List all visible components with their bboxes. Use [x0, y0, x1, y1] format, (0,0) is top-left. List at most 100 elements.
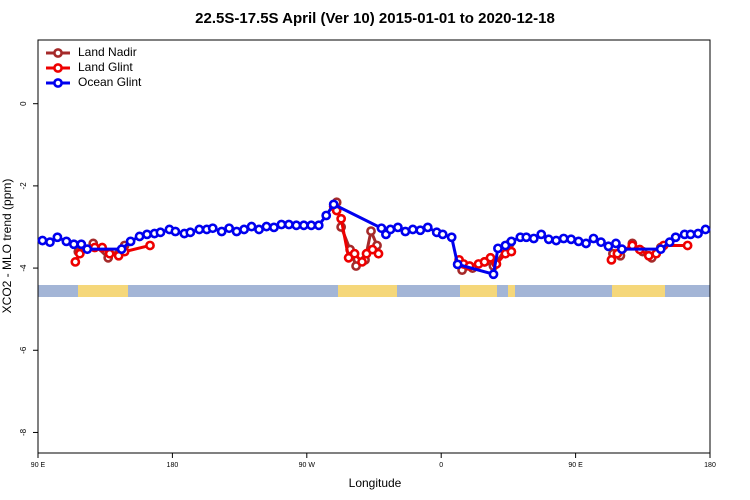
- legend-marker: [53, 78, 63, 88]
- data-point: [82, 244, 93, 255]
- data-point: [606, 254, 617, 265]
- data-point: [551, 235, 562, 246]
- data-point: [142, 229, 152, 240]
- data-point: [185, 227, 196, 238]
- data-point: [357, 257, 367, 267]
- data-point: [446, 232, 457, 243]
- data-point: [254, 224, 264, 235]
- data-point: [298, 220, 309, 231]
- data-point: [366, 226, 376, 236]
- land-strip: [78, 285, 128, 297]
- data-point: [328, 199, 339, 210]
- data-point: [336, 213, 347, 224]
- data-point: [400, 226, 411, 237]
- y-tick-label: -4: [19, 264, 28, 272]
- land-strip: [338, 285, 397, 297]
- data-point: [485, 252, 496, 263]
- x-tick-label: 180: [704, 462, 716, 469]
- data-point: [693, 228, 703, 239]
- legend-label: Ocean Glint: [78, 75, 142, 89]
- data-point: [116, 244, 127, 255]
- data-point: [521, 232, 532, 243]
- data-point: [616, 244, 627, 255]
- data-point: [664, 237, 675, 248]
- data-point: [611, 238, 621, 249]
- data-point: [321, 210, 332, 221]
- data-point: [488, 269, 499, 280]
- data-point: [134, 231, 145, 242]
- data-point: [74, 248, 85, 259]
- data-point: [45, 237, 55, 248]
- data-point: [506, 236, 517, 247]
- data-point: [68, 239, 79, 250]
- data-point: [231, 226, 242, 237]
- data-point: [415, 225, 426, 236]
- legend-marker: [53, 48, 63, 58]
- x-axis-label: Longitude: [349, 476, 402, 490]
- data-point: [276, 219, 287, 230]
- data-point: [392, 222, 403, 233]
- y-tick-label: -2: [19, 182, 28, 190]
- data-point: [670, 232, 681, 243]
- data-point: [125, 236, 136, 247]
- data-point: [682, 240, 693, 251]
- legend-marker: [53, 63, 63, 73]
- data-point: [170, 226, 181, 237]
- data-point: [373, 248, 384, 259]
- data-point: [61, 236, 72, 247]
- land-mask: [38, 285, 710, 297]
- data-point: [452, 259, 463, 270]
- data-point: [155, 227, 166, 238]
- data-point: [261, 221, 272, 232]
- data-point: [313, 220, 324, 231]
- data-point: [528, 233, 539, 244]
- y-tick-label: 0: [19, 101, 28, 106]
- data-point: [291, 220, 302, 231]
- data-point: [76, 239, 87, 250]
- data-point: [655, 244, 666, 255]
- data-point: [643, 250, 654, 261]
- data-point: [566, 234, 577, 245]
- series: [37, 199, 711, 280]
- x-tick-label: 0: [439, 462, 443, 469]
- data-point: [536, 229, 547, 240]
- data-point: [283, 219, 294, 230]
- data-point: [407, 224, 418, 235]
- data-point: [239, 224, 249, 235]
- plot-frame: [37, 39, 711, 454]
- y-tick-label: -8: [19, 428, 28, 436]
- data-point: [700, 224, 711, 235]
- data-point: [194, 224, 205, 235]
- chart-title: 22.5S-17.5S April (Ver 10) 2015-01-01 to…: [195, 10, 555, 27]
- data-point: [52, 232, 63, 243]
- data-point: [306, 220, 317, 231]
- x-tick-label: 90 W: [299, 462, 316, 469]
- data-point: [349, 248, 360, 259]
- data-point: [603, 241, 614, 252]
- data-point: [376, 223, 387, 234]
- data-point: [37, 235, 48, 246]
- data-point: [437, 229, 448, 240]
- data-point: [558, 233, 569, 244]
- data-point: [70, 257, 81, 267]
- data-point: [207, 223, 218, 234]
- data-point: [573, 236, 584, 247]
- data-point: [493, 243, 503, 254]
- x-tick-label: 90 E: [31, 462, 46, 469]
- land-strip: [612, 285, 665, 297]
- legend-label: Land Nadir: [78, 45, 137, 59]
- data-point: [506, 246, 517, 257]
- x-tick-label: 90 E: [568, 462, 583, 469]
- data-point: [145, 240, 155, 251]
- data-point: [385, 224, 396, 235]
- data-point: [596, 237, 606, 248]
- legend-label: Land Glint: [78, 60, 133, 74]
- land-strip: [508, 285, 515, 297]
- data-point: [543, 234, 554, 245]
- data-point: [269, 222, 279, 233]
- data-point: [216, 226, 227, 237]
- y-axis-label: XCO2 - MLO trend (ppm): [0, 179, 14, 314]
- data-point: [422, 222, 433, 233]
- land-strip: [460, 285, 497, 297]
